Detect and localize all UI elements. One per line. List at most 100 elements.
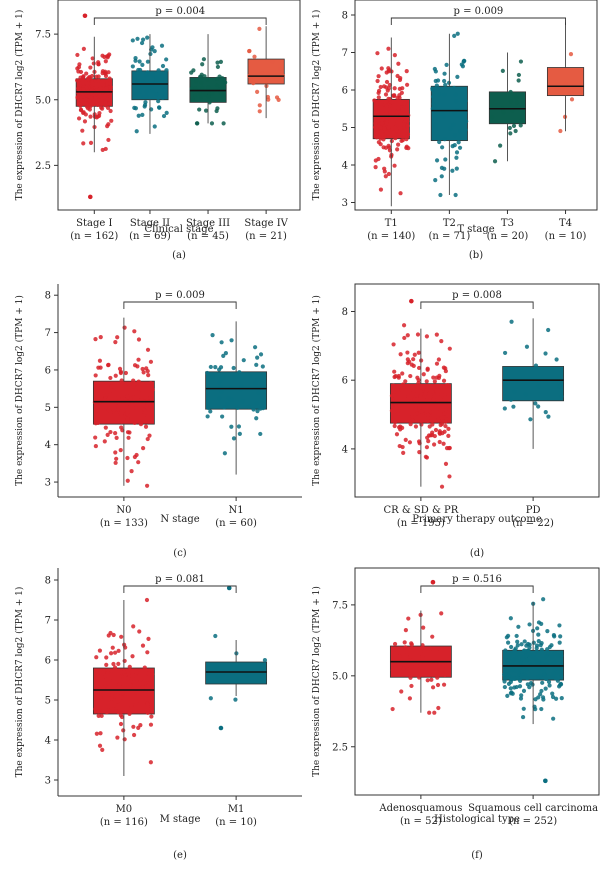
data-point bbox=[454, 150, 460, 155]
data-point bbox=[436, 357, 441, 362]
group-0: Stage I (n = 162) bbox=[70, 13, 118, 242]
data-point bbox=[392, 369, 397, 374]
data-point bbox=[105, 105, 111, 111]
data-point bbox=[435, 78, 441, 83]
data-point bbox=[425, 366, 430, 371]
data-point bbox=[531, 654, 536, 659]
data-point bbox=[164, 68, 169, 73]
data-point bbox=[247, 49, 252, 54]
data-point bbox=[405, 361, 410, 366]
data-point bbox=[217, 396, 222, 401]
data-point bbox=[206, 85, 211, 90]
outlier-point bbox=[226, 585, 232, 591]
data-point bbox=[421, 625, 426, 630]
data-point bbox=[382, 169, 387, 174]
data-point bbox=[159, 43, 165, 48]
data-point bbox=[416, 365, 422, 371]
data-point bbox=[519, 118, 524, 123]
data-point bbox=[502, 350, 508, 356]
data-point bbox=[376, 156, 381, 162]
data-point bbox=[93, 435, 98, 440]
data-point bbox=[232, 375, 237, 380]
data-point bbox=[149, 707, 154, 712]
data-point bbox=[140, 643, 146, 648]
data-point bbox=[209, 373, 215, 379]
box bbox=[502, 366, 565, 402]
data-point bbox=[538, 674, 543, 679]
data-point bbox=[505, 658, 510, 664]
data-point bbox=[205, 414, 210, 419]
data-point bbox=[450, 168, 455, 173]
data-point bbox=[412, 352, 417, 357]
data-point bbox=[121, 669, 127, 674]
data-point bbox=[433, 413, 439, 419]
data-point bbox=[218, 91, 223, 96]
data-point bbox=[158, 79, 164, 84]
group-n-label: (n = 252) bbox=[509, 816, 557, 827]
data-point bbox=[443, 663, 449, 668]
data-point bbox=[76, 116, 82, 121]
data-point bbox=[379, 121, 385, 126]
significance-bracket bbox=[123, 301, 237, 309]
data-point bbox=[535, 659, 541, 664]
data-point bbox=[550, 691, 555, 696]
data-point bbox=[423, 454, 428, 459]
data-point bbox=[256, 390, 261, 395]
data-point bbox=[508, 691, 513, 696]
data-point bbox=[391, 342, 396, 347]
data-point bbox=[200, 62, 205, 67]
data-point bbox=[384, 130, 389, 135]
data-point bbox=[251, 407, 256, 412]
data-point bbox=[257, 109, 262, 114]
y-axis-label: The expression of DHCR7 log2 (TPM + 1) bbox=[311, 586, 322, 777]
y-tick-label: 6 bbox=[342, 86, 348, 97]
y-tick-label: 7.5 bbox=[35, 30, 51, 41]
data-point bbox=[523, 653, 529, 659]
data-point bbox=[99, 692, 104, 697]
data-point bbox=[249, 77, 254, 83]
data-point bbox=[552, 667, 558, 672]
data-point bbox=[141, 446, 146, 451]
data-point bbox=[504, 675, 509, 680]
data-point bbox=[96, 61, 101, 67]
data-point bbox=[260, 364, 265, 369]
data-point bbox=[150, 387, 155, 392]
data-point bbox=[145, 702, 150, 707]
data-point bbox=[225, 402, 230, 407]
data-point bbox=[78, 75, 83, 80]
data-point bbox=[506, 640, 511, 645]
data-point bbox=[140, 85, 145, 90]
data-point bbox=[558, 670, 563, 675]
data-point bbox=[106, 692, 112, 697]
data-point bbox=[569, 90, 574, 95]
data-point bbox=[126, 671, 131, 676]
data-point bbox=[130, 64, 135, 69]
data-point bbox=[434, 407, 440, 412]
data-point bbox=[524, 667, 529, 672]
data-point bbox=[525, 676, 530, 681]
group-0: M0 (n = 116) bbox=[92, 597, 155, 828]
data-point bbox=[215, 106, 220, 111]
data-point bbox=[405, 82, 410, 87]
data-point bbox=[145, 710, 150, 715]
group-0: T1 (n = 140) bbox=[367, 37, 415, 242]
data-point bbox=[523, 392, 528, 397]
data-point bbox=[438, 385, 443, 391]
data-point bbox=[201, 57, 206, 62]
data-point bbox=[555, 678, 560, 683]
data-point bbox=[508, 131, 513, 136]
group-n-label: (n = 69) bbox=[129, 231, 171, 242]
data-point bbox=[403, 437, 408, 442]
y-tick-label: 4 bbox=[45, 440, 51, 451]
data-point bbox=[102, 681, 107, 686]
data-point bbox=[569, 97, 575, 102]
data-point bbox=[518, 123, 523, 128]
data-point bbox=[229, 424, 234, 429]
group-n-label: (n = 45) bbox=[187, 231, 229, 242]
data-point bbox=[464, 119, 469, 124]
data-point bbox=[134, 92, 139, 97]
data-point bbox=[109, 696, 114, 701]
data-point bbox=[432, 386, 437, 391]
data-point bbox=[551, 716, 556, 721]
outlier-point bbox=[543, 778, 548, 784]
